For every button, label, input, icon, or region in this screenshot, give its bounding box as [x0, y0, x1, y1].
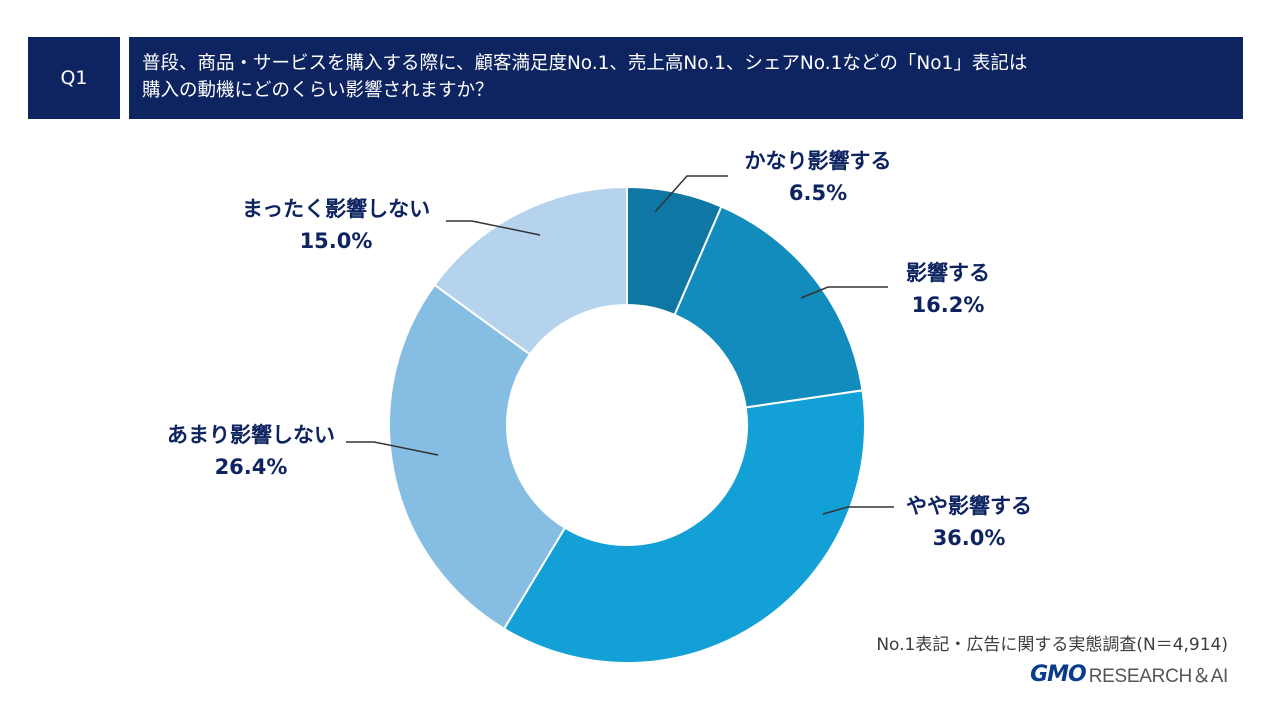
- leader-line-5: [446, 220, 541, 236]
- slice-value-4: 26.4%: [215, 455, 288, 479]
- question-text-line2: 購入の動機にどのくらい影響されますか？: [142, 80, 494, 101]
- slice-label-4: あまり影響しない: [167, 423, 335, 447]
- slice-value-3: 36.0%: [933, 526, 1006, 550]
- question-number: Q1: [60, 67, 88, 89]
- slice-label-3: やや影響する: [906, 494, 1032, 518]
- logo-research-ai: RESEARCH＆AI: [1088, 665, 1229, 687]
- slice-label-5: まったく影響しない: [242, 197, 430, 221]
- slice-value-2: 16.2%: [912, 293, 985, 317]
- slice-value-1: 6.5%: [789, 181, 847, 205]
- leader-line-2: [800, 286, 888, 299]
- source-note: No.1表記・広告に関する実態調査(N＝4,914): [876, 635, 1228, 655]
- leader-line-3: [822, 506, 894, 515]
- slice-value-5: 15.0%: [300, 229, 373, 253]
- leader-line-4: [346, 441, 439, 456]
- gmo-research-logo: GMO RESEARCH＆AI: [1030, 661, 1228, 687]
- slice-label-1: かなり影響する: [745, 149, 892, 173]
- donut-slice-4: [388, 283, 567, 631]
- logo-gmo-mark: GMO: [1030, 661, 1087, 687]
- donut-slice-5: [433, 185, 628, 356]
- leader-line-1: [654, 175, 728, 213]
- donut-slice-2: [673, 205, 864, 409]
- question-text-line1: 普段、商品・サービスを購入する際に、顧客満足度No.1、売上高No.1、シェアN…: [142, 53, 1028, 74]
- donut-slice-3: [502, 389, 866, 664]
- question-banner: 普段、商品・サービスを購入する際に、顧客満足度No.1、売上高No.1、シェアN…: [129, 37, 1243, 119]
- question-number-badge: Q1: [28, 37, 120, 119]
- slice-label-2: 影響する: [906, 261, 990, 285]
